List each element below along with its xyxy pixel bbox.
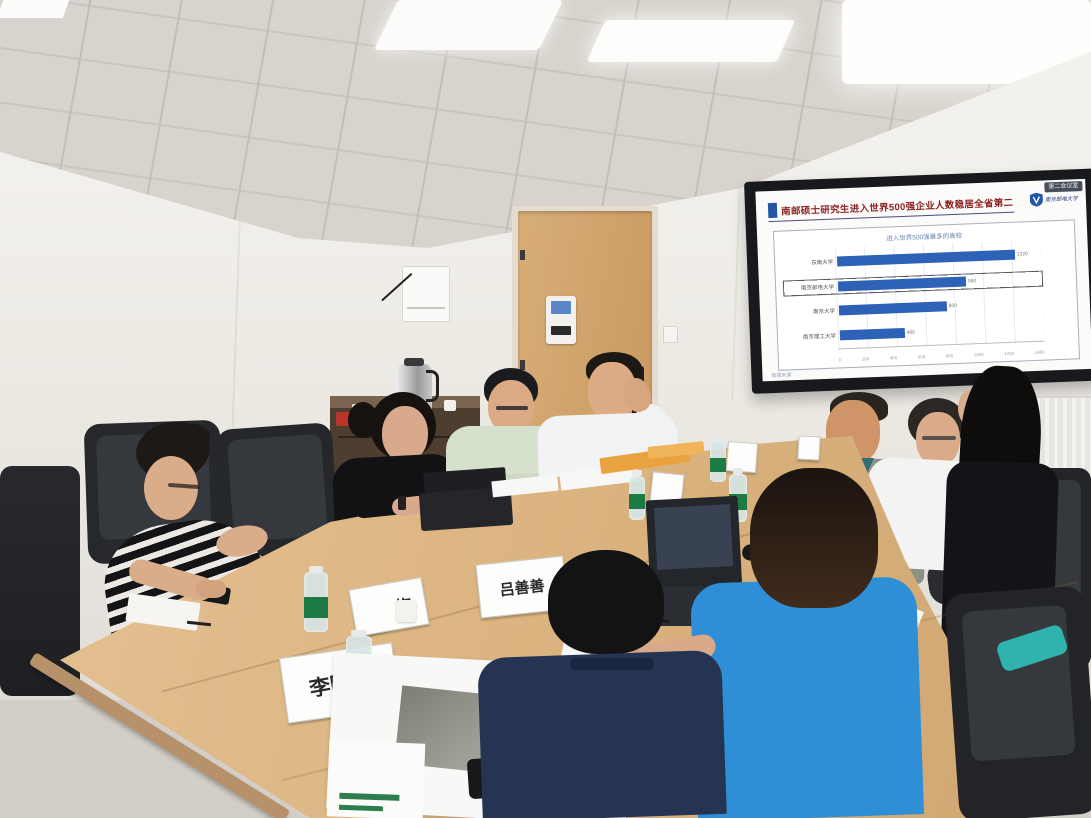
water-bottle: [629, 470, 645, 520]
tv-screen: 第二会议室 南邮硕士研究生进入世界500强企业人数稳居全省第二 南京邮电大学 进…: [755, 178, 1091, 382]
chart-value-label: 1320: [1016, 251, 1028, 258]
person-hair: [750, 468, 878, 608]
light-panel: [373, 0, 564, 50]
chart-value-label: 800: [948, 303, 958, 310]
chart-bars: 东南大学 1320 南京邮电大学 950 南京大学 800 南京理工大学 480: [783, 242, 1045, 350]
chart-tick-label: 1000: [973, 351, 984, 358]
card-reader-slot: [551, 326, 571, 335]
chart-tick-label: 400: [889, 355, 898, 361]
light-panel: [586, 20, 796, 62]
cup: [396, 600, 416, 622]
person-woman-standing-black: [918, 364, 1083, 654]
slide-title-row: 南邮硕士研究生进入世界500强企业人数稳居全省第二: [767, 193, 1015, 223]
person-hair: [176, 424, 210, 450]
chart-ticks: 0 200 400 600 800 1000 1200 1400: [839, 350, 1045, 363]
chart-bar-row: 南京邮电大学 950: [784, 271, 1042, 295]
university-logo: 南京邮电大学: [1029, 191, 1079, 207]
glasses: [922, 436, 956, 440]
chart-tick-label: 0: [838, 357, 842, 363]
brochure: [326, 740, 426, 818]
chart-category-label: 南京邮电大学: [801, 284, 835, 292]
chart-bar: [836, 249, 1015, 267]
person-torso: [477, 649, 727, 818]
chart-panel: 进入世界500强最多的高校 东南大学 1320 南京邮电大学 950 南京大学 800 南京…: [772, 219, 1081, 371]
chart-tick-label: 1400: [1034, 349, 1045, 355]
slide-title: 南邮硕士研究生进入世界500强企业人数稳居全省第二: [780, 197, 1014, 218]
chart-tick-label: 600: [917, 354, 926, 360]
chart-category-label: 东南大学: [811, 259, 834, 267]
person-woman-black-top: [318, 392, 473, 560]
light-panel: [0, 0, 70, 18]
chart-bar-row: 南京理工大学 480: [786, 320, 1044, 344]
chart-bar: [839, 327, 905, 341]
wristwatch: [398, 496, 406, 510]
chart-tick-label: 200: [861, 356, 870, 362]
title-bullet: [767, 202, 778, 219]
chart-tick-label: 1200: [1004, 350, 1015, 357]
chart-bar: [838, 301, 947, 316]
person-woman-white-shirt: [862, 398, 1012, 574]
water-bottle: [710, 434, 726, 482]
cup: [444, 400, 456, 411]
kettle-handle: [426, 370, 439, 402]
chart-bar-row: 东南大学 1320: [783, 247, 1041, 271]
name-plate: [797, 435, 821, 461]
university-logo-text: 南京邮电大学: [1044, 196, 1079, 204]
chart-value-label: 950: [967, 277, 977, 285]
kettle-lid: [404, 358, 424, 366]
door-hinge: [520, 250, 525, 260]
brochure-text-line: [338, 804, 384, 812]
shirt-collar: [570, 658, 654, 670]
person-woman-striped-top: [48, 416, 304, 673]
chart-category-label: 南京理工大学: [802, 333, 837, 341]
door-hinge: [520, 360, 525, 370]
chart-value-label: 480: [906, 329, 915, 336]
person-man-navy-back: [462, 542, 737, 818]
person-face: [382, 406, 428, 462]
tv: 第二会议室 南邮硕士研究生进入世界500强企业人数稳居全省第二 南京邮电大学 进…: [744, 168, 1091, 394]
shield-icon: [1029, 192, 1043, 207]
chart-tick-label: 800: [945, 353, 954, 359]
chart-category-label: 南京大学: [812, 308, 836, 316]
source-note: 数据来源: [771, 372, 792, 380]
chart-bar-row: 南京大学 800: [785, 296, 1043, 320]
brochure-text-line: [339, 792, 400, 801]
water-bottle: [304, 566, 328, 632]
person-hand: [196, 580, 226, 598]
chart-bar: [837, 276, 967, 292]
door-card-reader: [546, 296, 576, 344]
wall-mount-bracket: [381, 266, 450, 322]
person-hair: [548, 550, 664, 654]
bar-chart: 东南大学 1320 南京邮电大学 950 南京大学 800 南京理工大学 480 0 200 40…: [783, 239, 1071, 366]
card-reader-screen: [551, 301, 571, 314]
office-chair: [944, 585, 1091, 818]
light-switch: [663, 326, 678, 343]
bracket-ledge: [407, 307, 445, 309]
glasses: [496, 406, 528, 410]
person-man-white-shirt: [532, 352, 687, 495]
